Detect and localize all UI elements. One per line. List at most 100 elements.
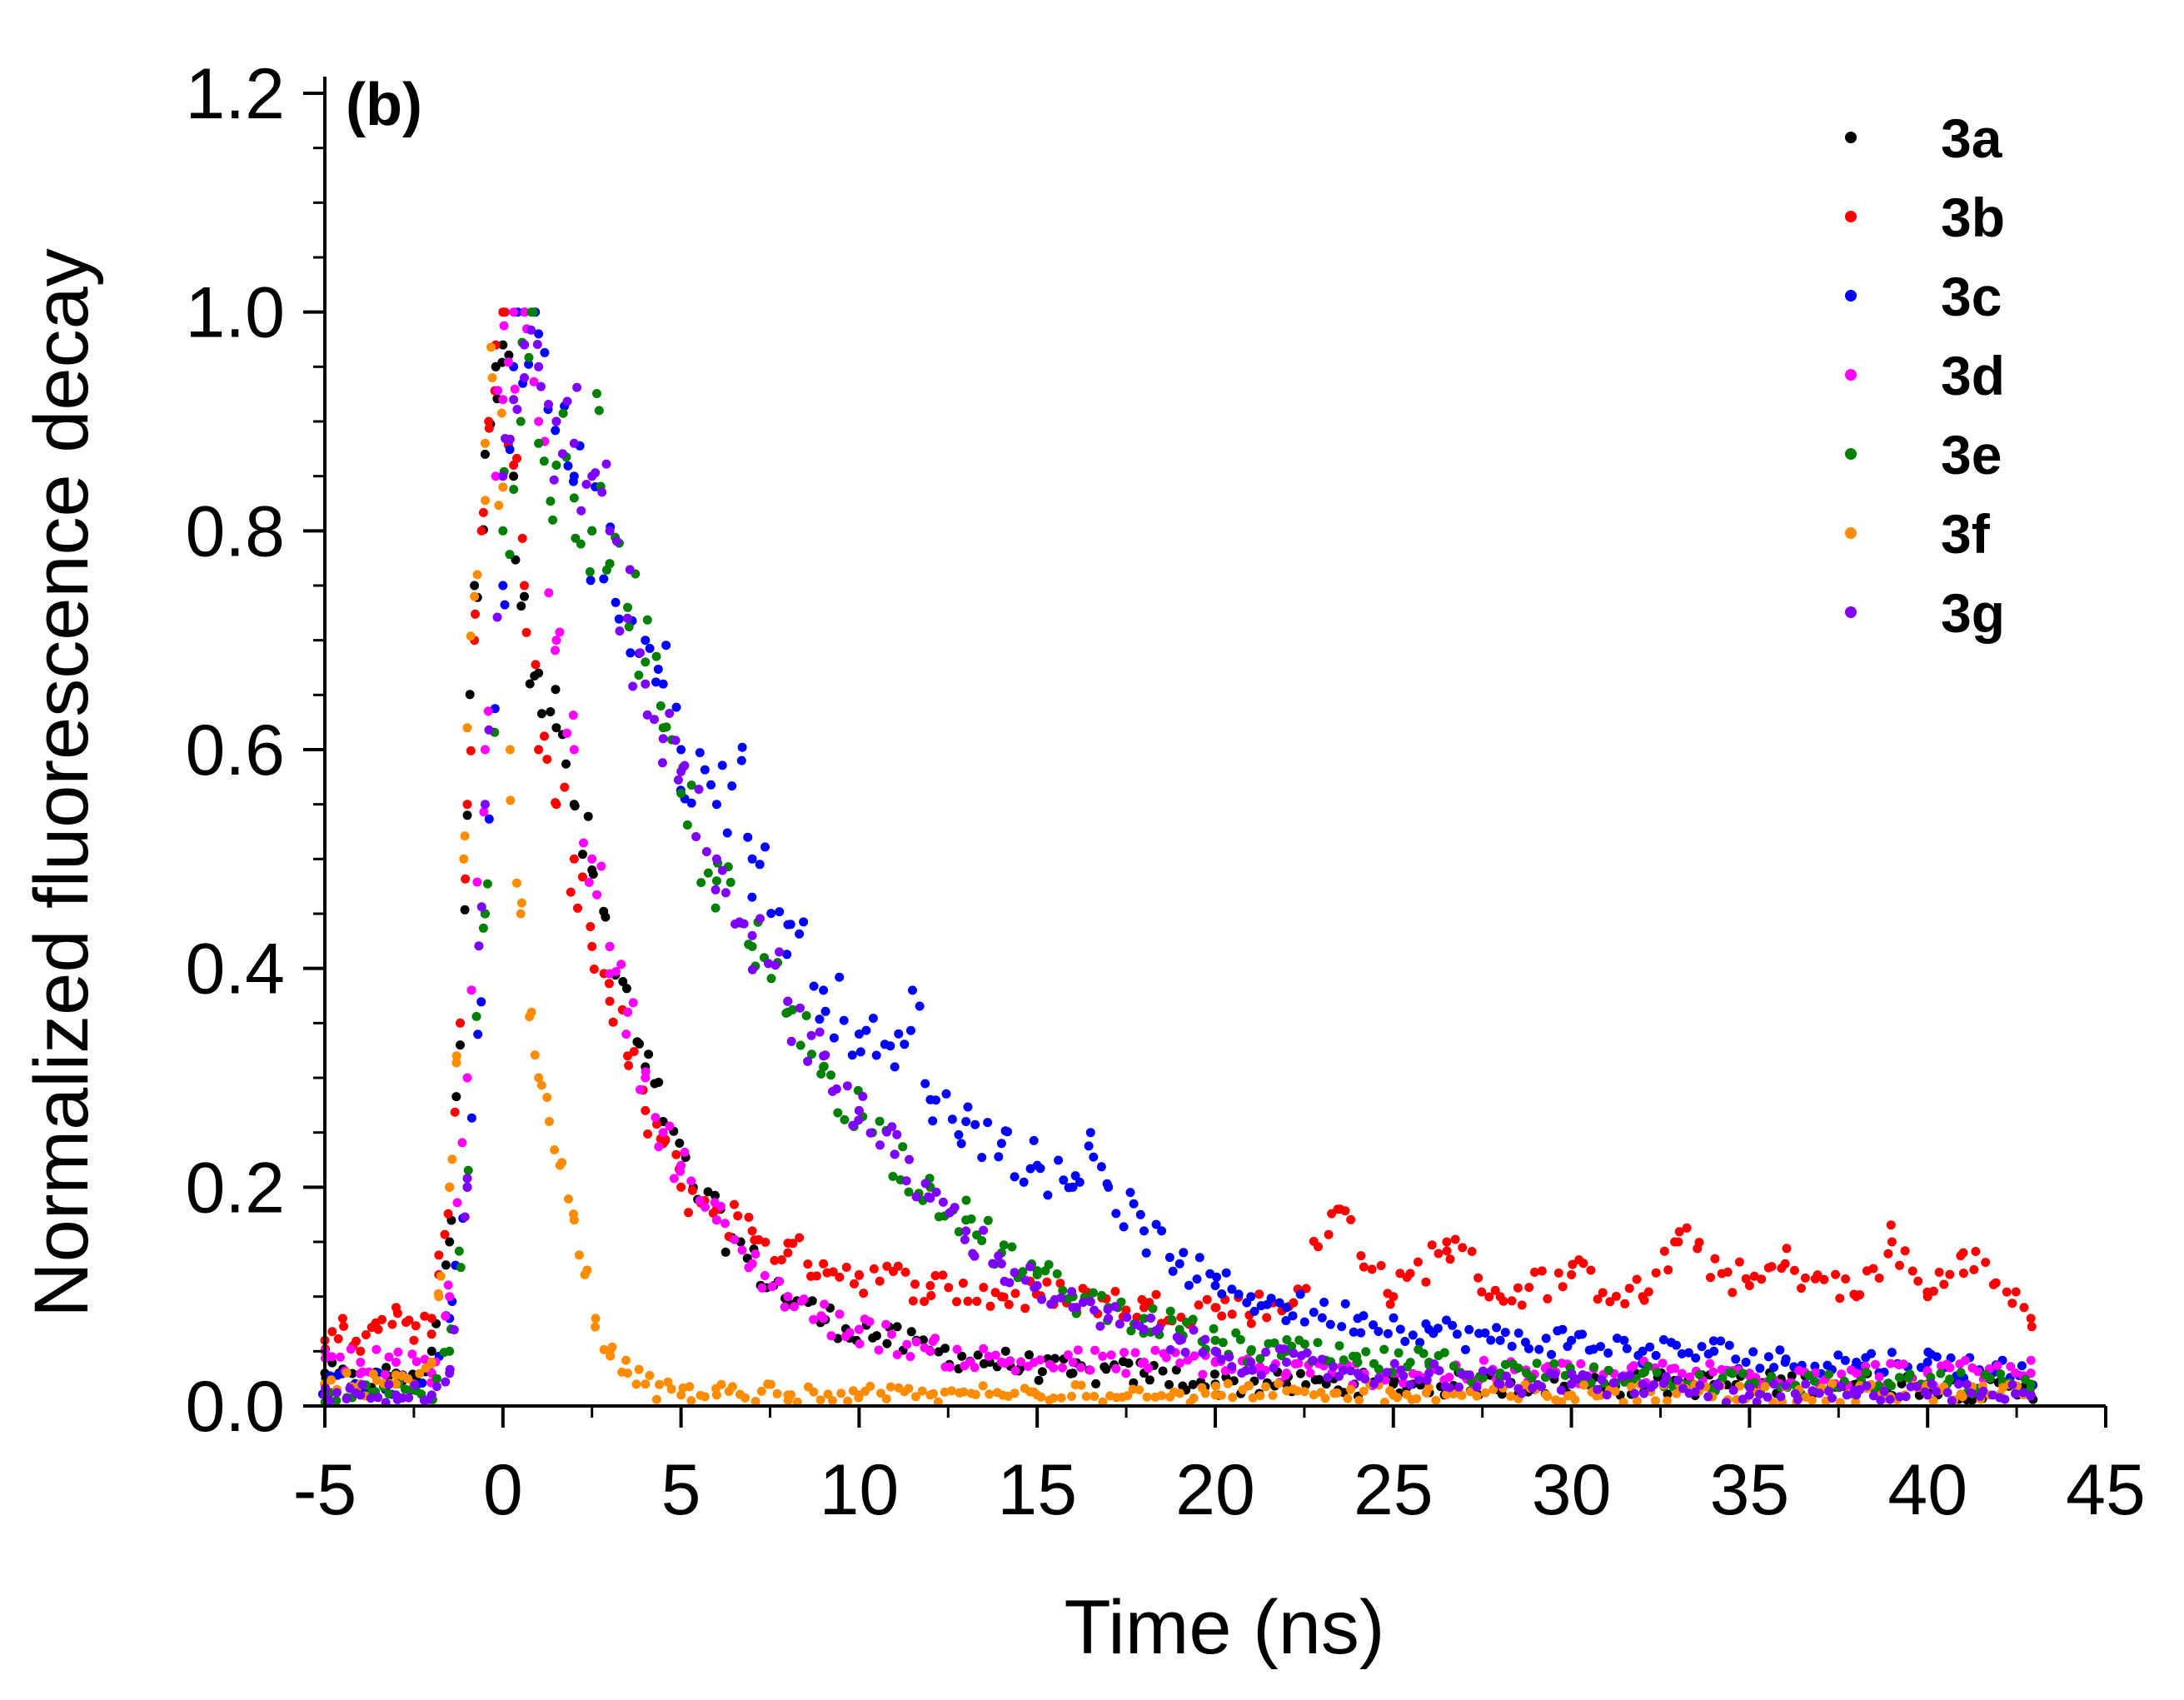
- data-point-3d: [695, 1195, 705, 1205]
- legend-item-3a: 3a: [1845, 107, 2003, 169]
- data-point-3e: [1063, 1294, 1073, 1304]
- data-point-3f: [1299, 1387, 1309, 1397]
- data-point-3b: [440, 1229, 450, 1239]
- data-point-3g: [1912, 1382, 1922, 1392]
- data-point-3e: [1287, 1341, 1297, 1351]
- data-point-3c: [1295, 1289, 1305, 1299]
- data-point-3b: [661, 1134, 671, 1144]
- data-point-3c: [868, 1014, 878, 1023]
- data-point-3d: [623, 1007, 632, 1017]
- data-point-3c: [1495, 1335, 1505, 1345]
- data-point-3c: [835, 972, 845, 982]
- data-point-3d: [680, 1147, 690, 1157]
- data-point-3g: [1763, 1392, 1773, 1402]
- data-point-3b: [1301, 1284, 1311, 1294]
- data-point-3g: [1517, 1388, 1527, 1398]
- legend-label-3d: 3d: [1941, 345, 2005, 406]
- data-point-3a: [1188, 1379, 1198, 1389]
- data-point-3d: [881, 1319, 891, 1329]
- data-point-3a: [1282, 1379, 1291, 1389]
- data-point-3f: [1142, 1392, 1152, 1402]
- data-point-3d: [420, 1354, 430, 1364]
- data-point-3a: [1034, 1375, 1044, 1385]
- data-point-3e: [656, 701, 666, 710]
- data-point-3d: [1189, 1351, 1199, 1361]
- data-point-3c: [1349, 1327, 1359, 1337]
- data-point-3d: [892, 1349, 902, 1359]
- data-point-3g: [512, 405, 522, 414]
- data-point-3b: [908, 1296, 918, 1306]
- data-point-3c: [1408, 1330, 1418, 1340]
- data-point-3f: [740, 1393, 750, 1403]
- data-point-3g: [581, 480, 591, 489]
- data-point-3b: [1405, 1269, 1415, 1279]
- data-point-3e: [1188, 1314, 1198, 1324]
- data-point-3g: [2026, 1391, 2036, 1401]
- x-tick-label: 30: [1532, 1450, 1612, 1530]
- data-point-3b: [1346, 1214, 1356, 1224]
- x-tick-label: 20: [1175, 1450, 1255, 1530]
- data-point-3e: [1313, 1338, 1323, 1348]
- data-point-3c: [1141, 1248, 1151, 1258]
- data-point-3e: [454, 1246, 464, 1256]
- data-point-3c: [1025, 1164, 1035, 1174]
- data-point-3b: [828, 1267, 838, 1277]
- data-point-3d: [760, 1271, 770, 1280]
- data-point-3b: [566, 887, 576, 897]
- data-point-3f: [542, 1093, 552, 1102]
- data-point-3g: [783, 996, 793, 1006]
- data-point-3f: [1650, 1396, 1660, 1406]
- data-point-3c: [1622, 1344, 1632, 1354]
- data-point-3c: [1460, 1344, 1470, 1354]
- data-point-3b: [676, 1182, 686, 1192]
- data-point-3a: [498, 340, 508, 350]
- data-point-3a: [583, 811, 593, 821]
- data-point-3e: [439, 1348, 449, 1358]
- data-point-3c: [1612, 1334, 1622, 1344]
- legend-item-3d: 3d: [1845, 345, 2005, 406]
- data-point-3a: [480, 449, 490, 459]
- data-point-3b: [1900, 1246, 1910, 1256]
- data-point-3f: [1543, 1391, 1553, 1401]
- data-point-3f: [1506, 1391, 1516, 1401]
- data-point-3g: [1085, 1297, 1095, 1307]
- data-point-3g: [532, 340, 542, 349]
- data-point-3g: [770, 960, 780, 970]
- data-point-3b: [2011, 1287, 2021, 1297]
- data-point-3g: [1114, 1319, 1124, 1329]
- data-point-3d: [826, 1331, 836, 1341]
- data-point-3c: [1249, 1306, 1259, 1316]
- data-point-3b: [434, 1250, 444, 1260]
- data-point-3b: [854, 1270, 864, 1280]
- data-point-3b: [1835, 1294, 1845, 1304]
- data-point-3c: [931, 1095, 940, 1105]
- data-point-3f: [917, 1386, 927, 1396]
- data-point-3c: [1085, 1128, 1095, 1138]
- data-point-3b: [387, 1319, 397, 1329]
- data-point-3e: [801, 1010, 811, 1020]
- data-point-3c: [1337, 1322, 1347, 1332]
- data-point-3c: [717, 760, 727, 770]
- data-point-3a: [497, 357, 507, 367]
- data-point-3e: [795, 1040, 805, 1050]
- data-point-3f: [498, 482, 508, 492]
- data-point-3g: [636, 648, 646, 658]
- data-point-3e: [594, 406, 604, 416]
- data-point-3f: [685, 1382, 695, 1392]
- data-point-3b: [1813, 1270, 1822, 1280]
- data-point-3c: [1129, 1199, 1139, 1209]
- data-point-3d: [651, 1113, 661, 1123]
- data-point-3g: [1879, 1387, 1889, 1396]
- data-point-3g: [384, 1379, 394, 1389]
- data-point-3a: [711, 1190, 720, 1200]
- data-point-3d: [1628, 1361, 1638, 1371]
- data-point-3c: [894, 1029, 904, 1039]
- data-point-3b: [1874, 1274, 1884, 1283]
- data-point-3c: [1755, 1363, 1765, 1373]
- data-point-3e: [1218, 1338, 1228, 1348]
- data-point-3f: [727, 1382, 737, 1392]
- data-point-3b: [586, 922, 596, 931]
- data-point-3g: [1876, 1395, 1886, 1405]
- data-point-3f: [496, 408, 506, 418]
